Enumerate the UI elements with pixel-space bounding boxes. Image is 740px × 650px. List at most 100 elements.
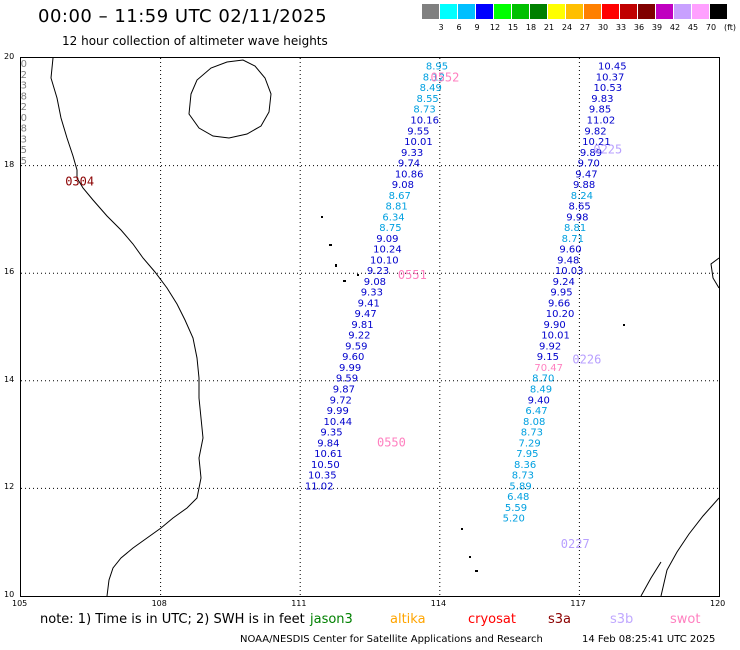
colorbar-swatch [458, 4, 475, 19]
colorbar-unit: (ft) [724, 23, 737, 32]
wave-height-value: 8.24 [571, 191, 593, 202]
colorbar-label: 3 [438, 23, 444, 32]
wave-height-value: 9.88 [573, 180, 595, 191]
wave-height-value: 8.95 [426, 62, 448, 73]
pass-id-label: 0226 [572, 352, 601, 366]
wave-height-value: 10.37 [596, 72, 625, 83]
wave-height-value: 5.59 [505, 503, 527, 514]
wave-height-value: 9.99 [339, 363, 361, 374]
longitude-tick-label: 120 [710, 599, 726, 608]
wave-height-value: 9.09 [376, 234, 398, 245]
wave-height-value: 10.45 [598, 62, 627, 73]
wave-height-value: 7.95 [516, 449, 538, 460]
wave-height-value: 8.65 [568, 202, 590, 213]
colorbar-label: 42 [669, 23, 681, 32]
wave-height-value: 9.23 [367, 266, 389, 277]
wave-height-value: 9.59 [336, 374, 358, 385]
wave-height-value: 5.20 [503, 514, 525, 525]
wave-height-value: 9.70 [578, 159, 600, 170]
longitude-tick-label: 111 [291, 599, 307, 608]
wave-height-value: 8.49 [420, 83, 442, 94]
wave-height-value: 8.81 [386, 202, 408, 213]
wave-height-value: 1.98 [21, 124, 27, 135]
wave-height-value: 8.73 [521, 428, 543, 439]
colorbar-label: 70 [705, 23, 717, 32]
wave-height-value: 9.85 [589, 105, 611, 116]
legend-item-jason3: jason3 [310, 612, 353, 627]
pass-id-label: 0552 [430, 70, 459, 84]
colorbar-swatch [422, 4, 439, 19]
wave-height-value: 8.12 [423, 72, 445, 83]
wave-height-value: 9.35 [320, 428, 342, 439]
wave-height-value: 9.74 [398, 159, 420, 170]
pass-id-label: 0304 [65, 175, 94, 189]
colorbar-swatch [440, 4, 457, 19]
colorbar-label: 12 [489, 23, 501, 32]
map-panel[interactable]: 3.002.322.631.982.922.601.982.832.952.95… [20, 57, 720, 597]
wave-height-value: 8.67 [389, 191, 411, 202]
wave-height-value: 10.44 [323, 417, 352, 428]
colorbar-swatch [692, 4, 709, 19]
islands [321, 216, 625, 572]
wave-height-value: 8.08 [523, 417, 545, 428]
colorbar-label: 24 [561, 23, 573, 32]
colorbar-swatch [620, 4, 637, 19]
wave-height-value: 9.08 [392, 180, 414, 191]
wave-height-value: 10.86 [395, 169, 424, 180]
colorbar-swatch [512, 4, 529, 19]
page-subtitle: 12 hour collection of altimeter wave hei… [62, 34, 328, 48]
legend-item-swot: swot [670, 612, 701, 627]
wave-height-value: 9.84 [317, 438, 339, 449]
wave-height-value: 9.24 [553, 277, 575, 288]
pass-id-label: 0228 [554, 594, 583, 596]
philippines-coastline [710, 257, 719, 289]
wave-height-value: 9.87 [333, 384, 355, 395]
wave-height-value: 9.15 [537, 352, 559, 363]
wave-height-value: 8.73 [413, 105, 435, 116]
pass-id-label: 0225 [593, 142, 622, 156]
colorbar-label: 36 [633, 23, 645, 32]
colorbar-swatch [566, 4, 583, 19]
wave-height-value: 9.08 [364, 277, 386, 288]
longitude-tick-label: 105 [12, 599, 28, 608]
colorbar-swatch [530, 4, 547, 19]
wave-height-value: 8.71 [562, 234, 584, 245]
hainan-coastline [188, 59, 272, 139]
wave-height-value: 9.33 [401, 148, 423, 159]
longitude-tick-label: 117 [570, 599, 586, 608]
wave-height-value: 11.02 [305, 481, 334, 492]
pass-id-label: 0227 [561, 537, 590, 551]
colorbar-label: 21 [543, 23, 555, 32]
wave-height-value: 2.60 [21, 113, 27, 124]
wave-height-value: 9.59 [345, 341, 367, 352]
pass-labels: 0304 0552 0551 0550 0549 0225 0226 0227 0228 [65, 70, 622, 596]
latitude-tick-label: 18 [4, 159, 15, 169]
wave-height-value: 10.03 [555, 266, 584, 277]
wave-height-value: 10.35 [308, 471, 337, 482]
wave-height-value: 2.63 [21, 81, 27, 92]
wave-height-value: 8.70 [532, 374, 554, 385]
colorbar-swatch [638, 4, 655, 19]
colorbar-label: 27 [579, 23, 591, 32]
wave-height-tracks: 3.002.322.631.982.922.601.982.832.952.95… [21, 59, 627, 525]
colorbar-swatch [494, 4, 511, 19]
wave-height-value: 10.16 [410, 115, 439, 126]
colorbar-label: 9 [474, 23, 480, 32]
colorbar-swatch [548, 4, 565, 19]
wave-height-value: 9.95 [550, 288, 572, 299]
wave-height-value: 6.48 [507, 492, 529, 503]
wave-height-value: 9.47 [354, 309, 376, 320]
wave-height-value: 6.34 [382, 212, 404, 223]
wave-height-value: 9.48 [557, 255, 579, 266]
wave-height-value: 7.29 [519, 438, 541, 449]
wave-height-value: 11.02 [587, 115, 616, 126]
colorbar-label: 39 [651, 23, 663, 32]
wave-height-value: 2.95 [21, 145, 27, 156]
colorbar-label: 15 [507, 23, 519, 32]
wave-height-value: 9.82 [584, 126, 606, 137]
wave-height-value: 9.60 [559, 245, 581, 256]
wave-height-value: 8.55 [417, 94, 439, 105]
wave-height-value: 9.41 [358, 298, 380, 309]
pass-id-label: 0551 [398, 268, 427, 282]
colorbar-swatch [674, 4, 691, 19]
